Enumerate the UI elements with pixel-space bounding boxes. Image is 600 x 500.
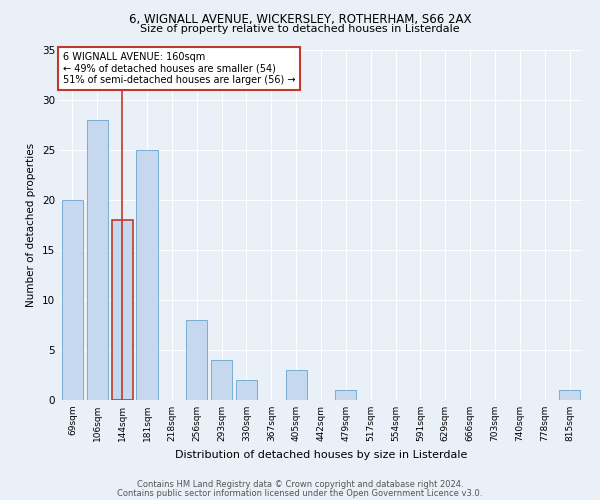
Text: Contains public sector information licensed under the Open Government Licence v3: Contains public sector information licen… bbox=[118, 488, 482, 498]
Text: 6, WIGNALL AVENUE, WICKERSLEY, ROTHERHAM, S66 2AX: 6, WIGNALL AVENUE, WICKERSLEY, ROTHERHAM… bbox=[129, 12, 471, 26]
X-axis label: Distribution of detached houses by size in Listerdale: Distribution of detached houses by size … bbox=[175, 450, 467, 460]
Bar bbox=[87, 120, 108, 400]
Y-axis label: Number of detached properties: Number of detached properties bbox=[26, 143, 37, 307]
Bar bbox=[136, 150, 158, 400]
Bar bbox=[335, 390, 356, 400]
Text: Size of property relative to detached houses in Listerdale: Size of property relative to detached ho… bbox=[140, 24, 460, 34]
Text: 6 WIGNALL AVENUE: 160sqm
← 49% of detached houses are smaller (54)
51% of semi-d: 6 WIGNALL AVENUE: 160sqm ← 49% of detach… bbox=[62, 52, 295, 85]
Bar bbox=[211, 360, 232, 400]
Bar bbox=[286, 370, 307, 400]
Text: Contains HM Land Registry data © Crown copyright and database right 2024.: Contains HM Land Registry data © Crown c… bbox=[137, 480, 463, 489]
Bar bbox=[186, 320, 207, 400]
Bar bbox=[236, 380, 257, 400]
Bar bbox=[62, 200, 83, 400]
Bar bbox=[559, 390, 580, 400]
Bar bbox=[112, 220, 133, 400]
